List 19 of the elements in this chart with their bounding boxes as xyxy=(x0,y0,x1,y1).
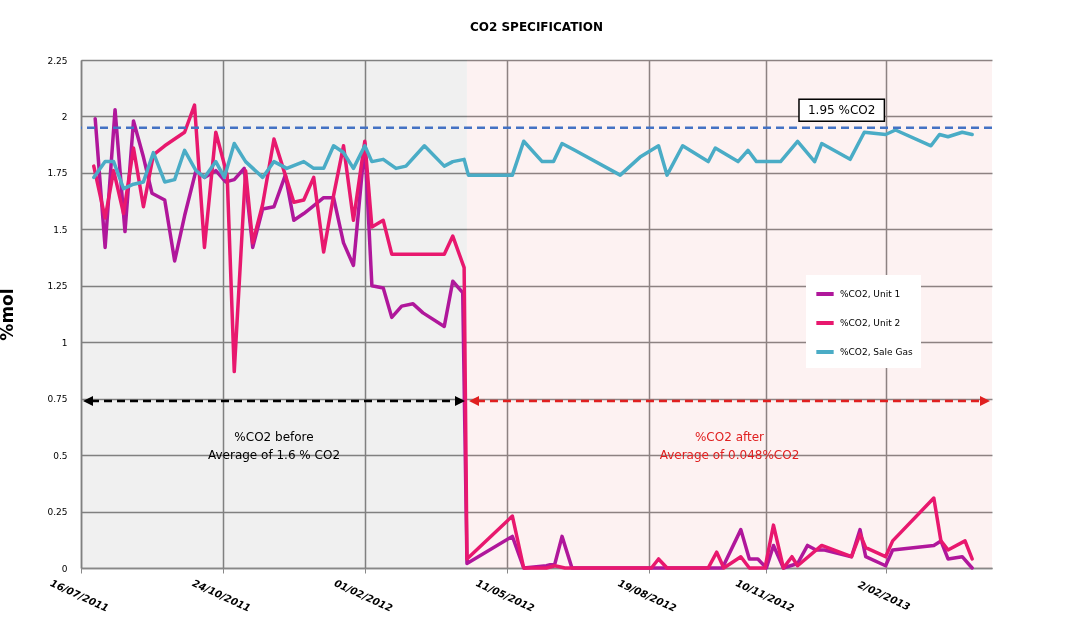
ref-line-label: 1.95 %CO2 xyxy=(807,103,876,118)
y-tick-label: 1 xyxy=(61,337,68,348)
y-tick-label: 1.5 xyxy=(53,224,68,235)
y-tick-label: 0.75 xyxy=(47,394,68,405)
y-tick-label: 1.75 xyxy=(47,168,68,179)
y-axis-title: %mol xyxy=(0,288,18,341)
y-tick-label: 2 xyxy=(61,111,68,122)
y-tick-label: 0.5 xyxy=(53,450,68,461)
legend-label: %CO2, Sale Gas xyxy=(840,347,913,357)
y-tick-label: 2.25 xyxy=(47,55,68,66)
chart-title: CO2 SPECIFICATION xyxy=(469,20,604,34)
y-tick-label: 1.25 xyxy=(47,281,68,292)
line-series xyxy=(92,128,974,191)
band-label: %CO2 before Average of 1.6 % CO2 xyxy=(207,430,341,463)
band-label: %CO2 after Average of 0.048%CO2 xyxy=(659,430,800,463)
y-tick-label: 0.25 xyxy=(47,507,68,518)
y-tick-label: 0 xyxy=(61,563,68,574)
legend-label: %CO2, Unit 1 xyxy=(840,289,901,299)
legend-label: %CO2, Unit 2 xyxy=(840,318,901,328)
